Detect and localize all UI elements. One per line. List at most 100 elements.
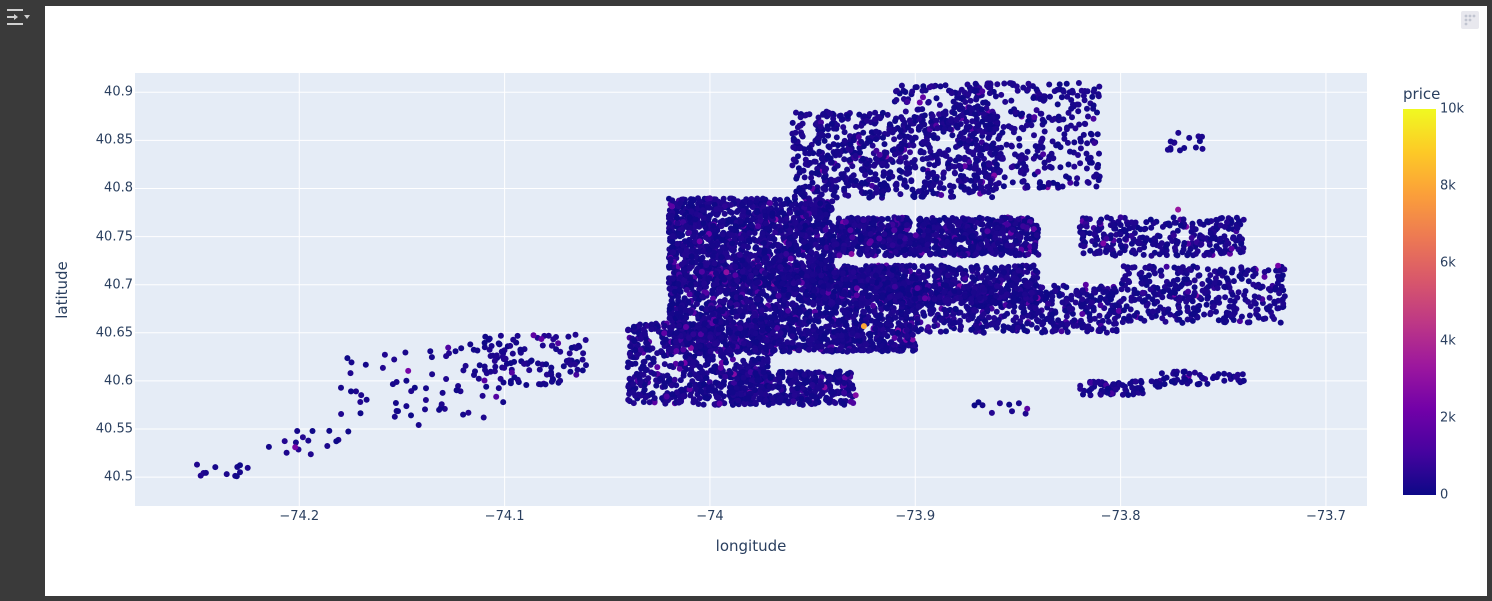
data-point-4042: [794, 262, 801, 269]
data-point-841: [695, 375, 702, 382]
data-point-4050: [677, 247, 684, 254]
data-point-168: [488, 343, 495, 349]
data-point-4357: [817, 200, 824, 207]
data-point-34: [344, 355, 351, 362]
data-point-4149: [755, 223, 761, 230]
data-point-166: [514, 332, 521, 339]
data-point-4428: [786, 235, 793, 242]
data-point-205: [550, 336, 557, 343]
data-point-4419: [683, 272, 690, 279]
data-point-655: [661, 352, 668, 359]
data-point-132: [500, 379, 507, 386]
data-point-145: [493, 352, 500, 359]
data-point-4374: [688, 253, 695, 260]
data-point-4460: [669, 233, 676, 239]
data-point-181: [568, 344, 575, 351]
data-point-3049: [781, 347, 788, 354]
data-point-4230: [704, 260, 711, 267]
data-point-2959: [834, 337, 841, 344]
data-point-2965: [771, 305, 778, 312]
data-point-1238: [832, 400, 839, 406]
data-point-37: [403, 403, 410, 410]
data-point-4832: [879, 109, 886, 116]
data-point-4469: [833, 134, 840, 141]
data-point-757: [663, 393, 670, 400]
data-point-1231: [827, 382, 834, 389]
data-point-55: [395, 408, 401, 415]
data-point-172: [537, 381, 544, 388]
data-point-236: [661, 361, 668, 368]
data-point-25: [305, 437, 312, 444]
data-point-4292: [781, 275, 787, 282]
data-point-4785: [896, 167, 903, 174]
data-point-4937: [893, 182, 900, 189]
data-point-1239: [788, 379, 795, 386]
data-point-4457: [769, 210, 776, 217]
data-point-830: [717, 364, 724, 371]
data-point-2192: [746, 288, 753, 295]
plotly-logo-icon[interactable]: [1460, 10, 1480, 30]
data-point-4451: [816, 209, 823, 216]
data-point-4358: [700, 220, 707, 227]
data-point-739: [637, 379, 644, 385]
data-point-68: [445, 344, 452, 351]
data-point-49: [379, 364, 386, 371]
data-point-4146: [800, 263, 807, 270]
data-point-210: [502, 355, 509, 362]
data-point-3060: [750, 304, 757, 311]
data-point-1241: [752, 370, 759, 377]
data-point-4403: [719, 244, 726, 251]
data-point-93: [472, 368, 478, 375]
data-point-4789: [794, 124, 801, 131]
data-point-2846: [910, 347, 916, 354]
data-point-169: [526, 367, 533, 374]
data-point-1259: [756, 396, 763, 403]
data-point-58: [500, 399, 507, 406]
data-point-1087: [819, 390, 826, 397]
data-point-1233: [740, 385, 747, 391]
data-point-170: [574, 366, 581, 373]
data-point-1226: [791, 392, 798, 399]
data-point-196: [548, 342, 555, 349]
data-point-4094: [729, 232, 736, 239]
data-point-2789: [701, 320, 708, 327]
data-point-2969: [694, 290, 701, 297]
data-point-94: [429, 371, 436, 378]
collapse-output-icon[interactable]: [5, 6, 31, 28]
data-point-198: [580, 350, 587, 357]
data-point-3010: [701, 327, 708, 334]
data-point-2848: [889, 328, 896, 335]
data-point-2878: [676, 322, 683, 329]
data-point-654: [641, 386, 648, 393]
data-point-3023: [758, 315, 765, 322]
data-point-36: [362, 361, 369, 368]
data-point-206: [507, 342, 514, 349]
data-point-30: [403, 377, 410, 384]
data-point-45: [392, 400, 399, 406]
data-point-3029: [800, 336, 807, 342]
data-point-1221: [841, 380, 848, 386]
data-point-2515: [709, 287, 716, 294]
data-point-3043: [815, 318, 822, 325]
data-point-2975: [708, 305, 715, 312]
data-point-2715: [789, 301, 796, 308]
data-point-3058: [806, 318, 812, 325]
data-point-1062: [731, 380, 737, 386]
data-point-4896: [801, 174, 808, 181]
data-point-140: [536, 366, 543, 373]
data-point-634: [662, 399, 669, 406]
data-point-113: [545, 332, 552, 339]
data-point-4312: [719, 231, 726, 238]
data-point-4336: [786, 209, 793, 216]
data-point-2849: [780, 287, 787, 294]
data-point-142: [565, 333, 572, 340]
data-point-4436: [669, 197, 676, 204]
data-point-824: [637, 336, 644, 342]
data-point-27: [415, 422, 422, 428]
data-point-620: [686, 382, 693, 389]
data-point-64: [422, 406, 428, 413]
data-point-91: [460, 367, 467, 374]
data-point-712: [759, 361, 766, 368]
data-point-4242: [681, 267, 688, 274]
